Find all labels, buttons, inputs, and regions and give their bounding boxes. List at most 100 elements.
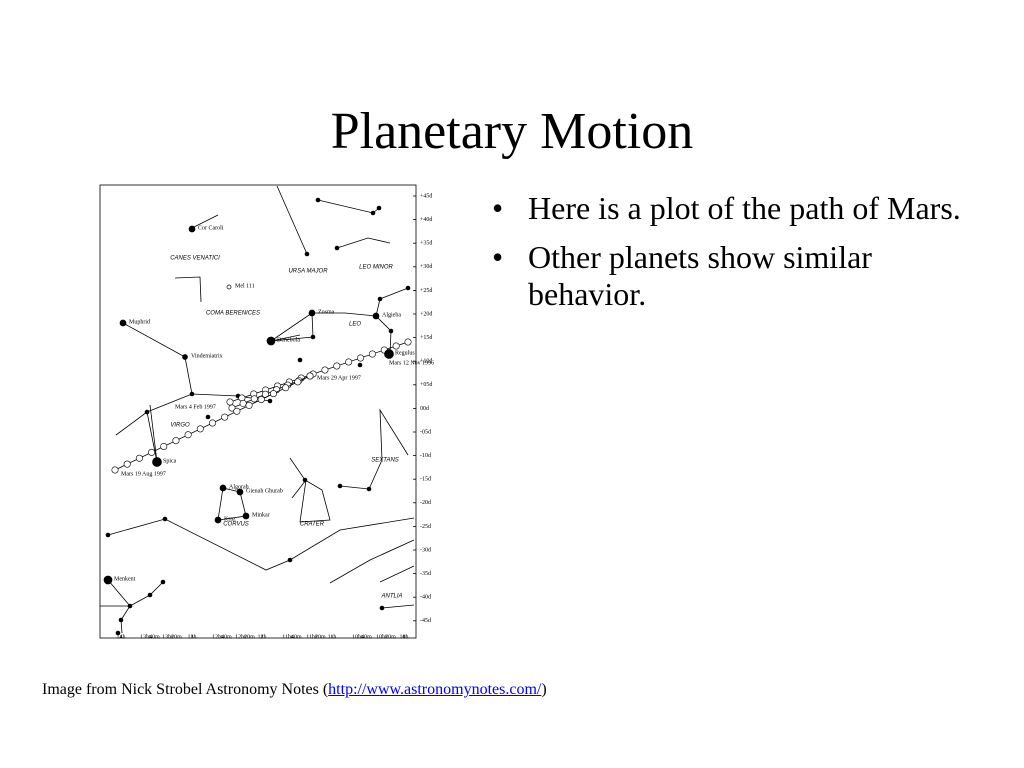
mars-position xyxy=(404,338,412,346)
star xyxy=(266,336,276,346)
dec-label: -20d xyxy=(420,500,431,506)
mars-date-label: Mars 12 Nov 1996 xyxy=(389,360,434,366)
field-star xyxy=(205,414,211,420)
star xyxy=(384,349,394,359)
star-label: Algorab xyxy=(229,484,249,490)
dec-label: +45d xyxy=(420,193,432,199)
star-label: Denebola xyxy=(277,337,300,343)
mars-position xyxy=(250,395,258,403)
mars-position xyxy=(135,454,143,462)
ra-label: 12h xyxy=(258,634,267,640)
dec-label: -15d xyxy=(420,477,431,483)
star xyxy=(219,484,227,492)
mars-date-label: Mars 4 Feb 1997 xyxy=(175,404,216,410)
field-star xyxy=(357,362,363,368)
dec-label: +15d xyxy=(420,335,432,341)
mars-position xyxy=(392,342,400,350)
star xyxy=(188,225,196,233)
ra-label: 10h40m xyxy=(352,634,372,640)
mars-position xyxy=(160,442,168,450)
mars-position xyxy=(357,354,365,362)
mars-position xyxy=(245,401,253,409)
ra-label: 12h40m xyxy=(212,634,232,640)
dec-label: -35d xyxy=(420,571,431,577)
mars-position xyxy=(294,378,302,386)
field-star xyxy=(287,557,293,563)
ra-label: 11h20m xyxy=(306,634,326,640)
ra-label: 14h xyxy=(117,634,126,640)
dec-label: 00d xyxy=(420,406,429,412)
caption-link[interactable]: http://www.astronomynotes.com/ xyxy=(328,681,542,698)
mars-position xyxy=(148,448,156,456)
ra-label: 12h20m xyxy=(235,634,255,640)
constellation-label: ANTLIA xyxy=(380,594,402,600)
star xyxy=(308,309,316,317)
dec-label: +25d xyxy=(420,288,432,294)
field-star xyxy=(105,532,111,538)
field-star xyxy=(310,334,316,340)
star xyxy=(226,284,232,290)
constellation-label: CORVUS xyxy=(223,522,249,528)
dec-label: +10d xyxy=(420,359,432,365)
field-star xyxy=(370,210,376,216)
caption: Image from Nick Strobel Astronomy Notes … xyxy=(42,681,547,699)
field-star xyxy=(302,477,308,483)
caption-text: Image from Nick Strobel Astronomy Notes … xyxy=(42,681,329,698)
ra-label: 13h xyxy=(188,634,197,640)
mars-position xyxy=(368,350,376,358)
star-label: Algieba xyxy=(382,312,401,318)
star xyxy=(182,354,188,360)
field-star xyxy=(334,245,340,251)
mars-position xyxy=(226,398,234,406)
star-label: Cor Caroli xyxy=(198,225,224,231)
bullet-list: Here is a plot of the path of Mars. Othe… xyxy=(490,190,970,325)
constellation-label: LEO MINOR xyxy=(359,265,393,271)
ra-label: 13h40m xyxy=(140,634,160,640)
dec-label: -40d xyxy=(420,595,431,601)
path-line xyxy=(229,341,409,403)
star-label: Spica xyxy=(163,458,177,464)
title: Planetary Motion xyxy=(330,103,694,160)
field-star xyxy=(144,409,150,415)
dec-label: -10d xyxy=(420,453,431,459)
constellation-label: SEXTANS xyxy=(371,458,399,464)
star xyxy=(103,575,113,585)
mars-position xyxy=(111,466,119,474)
constellation-lines xyxy=(100,185,415,634)
ra-label: 11h xyxy=(328,634,337,640)
star-label: Muphrid xyxy=(129,319,150,325)
field-star xyxy=(405,285,411,291)
constellation-label: LEO xyxy=(349,322,361,328)
mars-position xyxy=(209,419,217,427)
star xyxy=(214,516,222,524)
star xyxy=(372,312,380,320)
field-star xyxy=(377,296,383,302)
field-star xyxy=(337,483,343,489)
star-label: Mel 111 xyxy=(235,283,255,289)
mars-position xyxy=(123,460,131,468)
mars-position xyxy=(257,395,265,403)
mars-position xyxy=(184,431,192,439)
mars-position xyxy=(333,362,341,370)
field-star xyxy=(376,205,382,211)
mars-position xyxy=(239,399,247,407)
chart-frame xyxy=(99,184,417,639)
dec-label: +05d xyxy=(420,382,432,388)
star xyxy=(119,319,127,327)
star-label: Gienah Ghurab xyxy=(246,488,283,494)
dec-label: -30d xyxy=(420,547,431,553)
constellation-label: CANES VENATICI xyxy=(170,256,220,262)
ra-label: 10h xyxy=(400,634,409,640)
field-stars xyxy=(105,197,411,636)
mars-position xyxy=(172,437,180,445)
ra-label: 11h40m xyxy=(282,634,302,640)
star-label: Menkent xyxy=(114,576,136,582)
dec-label: -25d xyxy=(420,524,431,530)
mars-position xyxy=(221,413,229,421)
star xyxy=(152,457,162,467)
constellation-label: CRATER xyxy=(300,522,325,528)
constellation-label: VIRGO xyxy=(170,423,190,429)
star xyxy=(236,488,244,496)
